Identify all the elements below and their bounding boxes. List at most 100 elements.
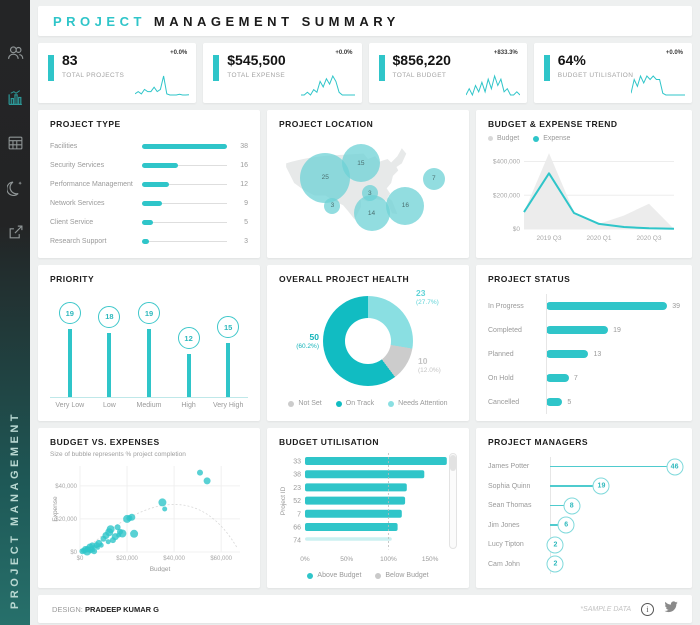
lollipop-stem[interactable] [67,329,72,397]
category-label: High [181,402,196,409]
value-label: 3 [244,238,248,245]
legend-label: On Track [345,400,375,407]
value-label: 13 [593,350,602,358]
legend-item[interactable]: Budget [488,135,519,142]
category-label: Jim Jones [488,521,520,529]
legend-dot [335,400,342,407]
scrollbar[interactable] [449,453,457,549]
svg-text:$0: $0 [70,550,77,556]
manager-row: Jim Jones 6 [488,516,680,536]
calendar-icon[interactable] [7,134,24,151]
lollipop-stem[interactable] [550,504,572,507]
scrollbar-thumb[interactable] [450,455,456,471]
budget-utilisation-chart: Project ID 33 38 23 52 7 66 74 0% 50% 100% 150% [279,451,457,568]
dashboard-grid: PROJECT TYPE Facilities 38 Security Servic… [38,110,692,588]
share-icon[interactable] [7,224,24,241]
legend-item[interactable]: Not Set [288,400,322,407]
map-bubble[interactable]: 15 [341,144,380,182]
scatter-svg: $0 $20,000 $40,000 $0 $20,000 $40,000 $60,000 B… [52,466,240,573]
category-label: Cancelled [488,398,520,406]
lollipop-value: 8 [563,497,581,515]
kpi-label: TOTAL PROJECTS [62,72,125,79]
bar[interactable] [142,201,163,206]
svg-text:$400,000: $400,000 [493,159,520,166]
bar[interactable] [546,374,569,382]
trend-legend: Budget Expense [488,135,680,142]
users-icon[interactable] [7,44,24,61]
svg-text:38: 38 [293,472,301,479]
lollipop-stem[interactable] [550,485,602,487]
kpi-accent-bar [213,55,220,81]
kpi-accent-bar [48,55,54,81]
project-type-row: Security Services 16 [50,156,248,175]
value-label: 16 [240,162,248,169]
sample-data-note: *SAMPLE DATA [580,605,631,613]
bar[interactable] [546,350,589,358]
footer-right: *SAMPLE DATA i [580,600,678,618]
slice-value: 10 [418,356,428,366]
value-label: 9 [244,200,248,207]
svg-text:2020 Q3: 2020 Q3 [637,235,662,242]
panel-budget-vs-expenses: BUDGET VS. EXPENSES Size of bubble repre… [38,428,260,588]
lollipop-stem[interactable] [146,329,151,397]
kpi-sparkline [300,74,355,96]
category-label: Security Services [50,162,105,169]
page-title-rest: MANAGEMENT SUMMARY [153,13,400,29]
svg-text:100%: 100% [380,556,397,563]
panel-title: PROJECT MANAGERS [488,437,589,447]
legend-item[interactable]: Expense [533,135,570,142]
svg-text:52: 52 [293,498,301,505]
map-bubble[interactable]: 16 [386,186,425,225]
bar[interactable] [546,302,668,310]
kpi-value: 83 [62,52,78,68]
health-donut[interactable] [323,296,413,386]
legend-item[interactable]: Above Budget [307,572,361,579]
designer-credit: DESIGN: PRADEEP KUMAR G [52,605,159,614]
lollipop-stem[interactable] [226,343,231,397]
lollipop-stem[interactable] [186,354,191,397]
sidebar-vertical-title: PROJECT MANAGEMENT [9,410,21,609]
budget-expense-trend-chart: $0 $200,000 $400,000 2019 Q3 2020 Q1 2020 Q3 [488,142,680,247]
bar-track [142,201,227,206]
legend-item[interactable]: Needs Attention [388,400,448,407]
map-bubble[interactable]: 3 [324,197,341,214]
info-icon[interactable]: i [641,602,654,616]
svg-text:Budget: Budget [150,566,171,572]
kpi-card: 83 TOTAL PROJECTS +0.0% [38,43,197,103]
lollipop-stem[interactable] [550,465,675,468]
bar-track [142,163,227,168]
bar[interactable] [142,163,178,168]
kpi-card: $856,220 TOTAL BUDGET +833.3% [368,43,527,103]
legend-item[interactable]: On Track [335,400,375,407]
map-bubble[interactable]: 14 [353,195,390,232]
kpi-delta-badge: +0.0% [170,50,188,56]
bar[interactable] [142,182,169,187]
bar[interactable] [546,326,609,334]
kpi-value: $856,220 [392,52,451,68]
category-label: James Potter [488,463,530,471]
bar-chart-icon[interactable] [7,89,24,106]
svg-text:$40,000: $40,000 [163,556,185,562]
map-bubble[interactable]: 7 [422,167,445,190]
legend-item[interactable]: Below Budget [375,572,429,579]
legend-dot [288,400,295,407]
bar[interactable] [142,239,149,244]
bar[interactable] [546,398,563,406]
kpi-accent-bar [543,55,550,81]
slice-pct: (27.7%) [416,298,439,306]
legend-dot [375,572,382,579]
priority-lollipop: 18 [90,288,130,397]
twitter-icon[interactable] [664,600,678,618]
slice-label: 10 (12.0%) [418,356,441,375]
panel-title: PROJECT LOCATION [279,119,374,129]
dark-mode-icon[interactable] [5,179,24,196]
bar[interactable] [142,144,227,149]
svg-text:23: 23 [293,485,301,492]
health-donut-zone: 23 (27.7%) 10 (12.0%) 50 (60.2%) [279,288,457,392]
slice-value: 50 [309,332,319,342]
budget-vs-expenses-chart: $0 $20,000 $40,000 $0 $20,000 $40,000 $60,000 B… [50,460,248,577]
bar[interactable] [142,220,154,225]
slice-pct: (60.2%) [296,342,319,350]
lollipop-stem[interactable] [107,332,112,397]
kpi-value: 64% [557,52,586,68]
